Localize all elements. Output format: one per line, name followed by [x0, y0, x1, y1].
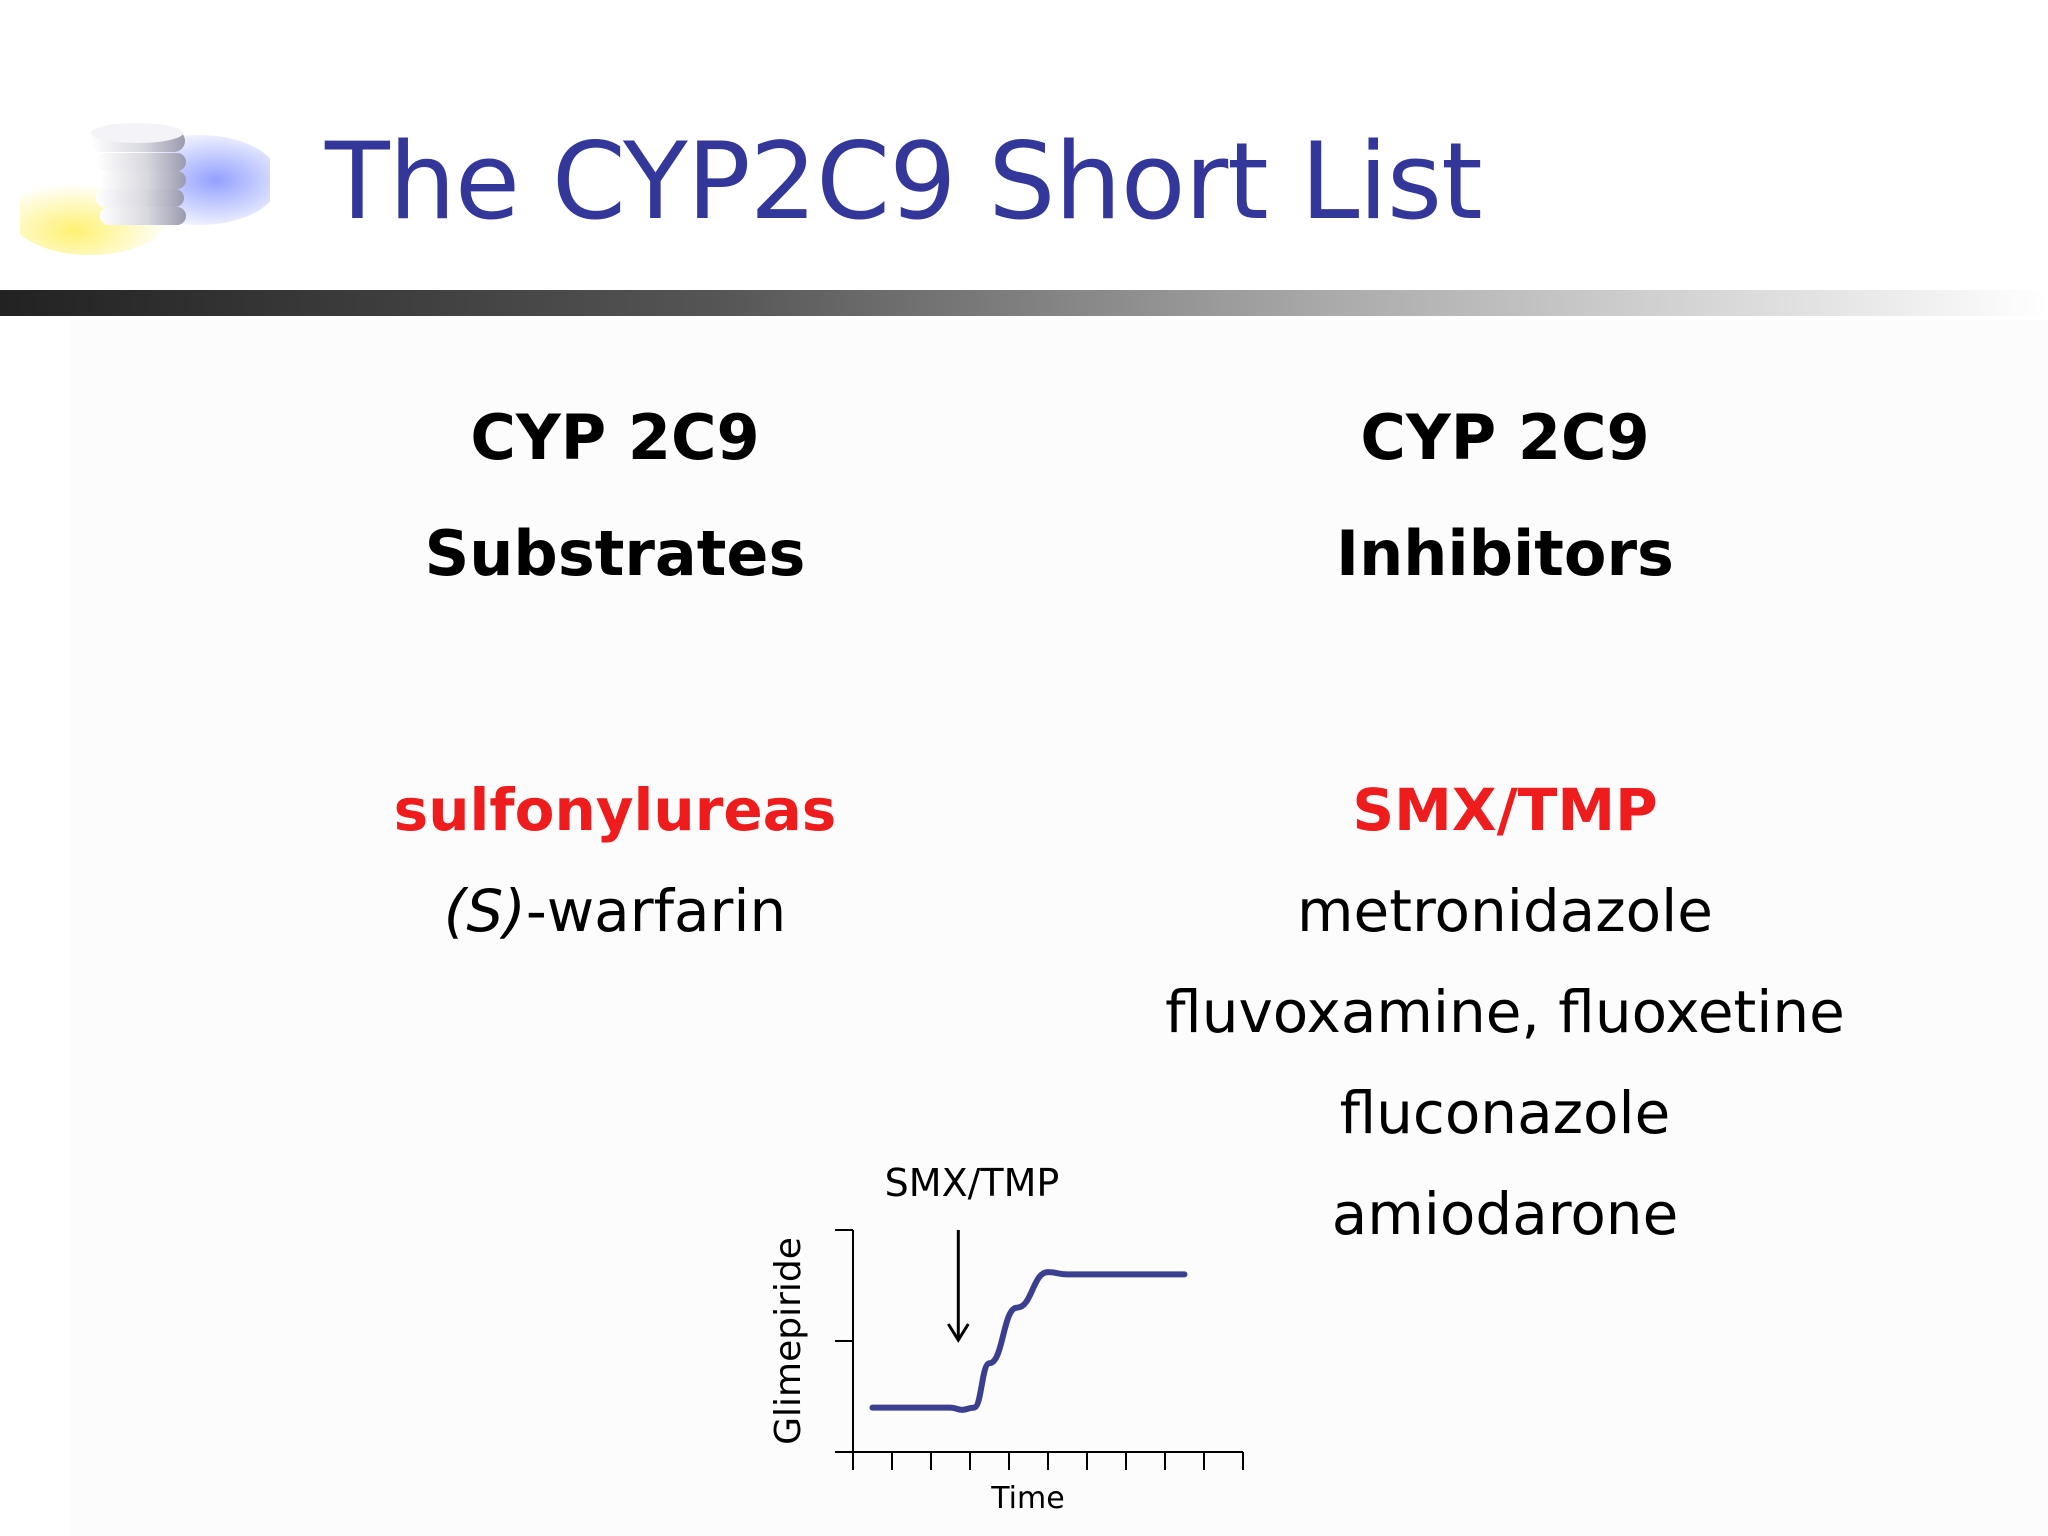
- chart-annotation-label: SMX/TMP: [885, 1161, 1060, 1205]
- inhibitors-heading-line1: CYP 2C9: [1360, 401, 1650, 474]
- substrates-heading-line2: Substrates: [424, 517, 806, 590]
- inhibitor-item: fluconazole: [1339, 1079, 1671, 1147]
- inhibitors-heading: CYP 2C9 Inhibitors: [1055, 380, 1955, 612]
- chart-annotation-arrowhead: [947, 1323, 970, 1343]
- substrate-item-name: -warfarin: [525, 877, 787, 945]
- inhibitor-item: fluvoxamine, fluoxetine: [1165, 978, 1845, 1046]
- chart-series-line: [869, 1269, 1188, 1413]
- slide-title: The CYP2C9 Short List: [325, 120, 1483, 243]
- substrate-item-prefix: (S): [443, 877, 526, 945]
- inhibitors-heading-line2: Inhibitors: [1336, 517, 1674, 590]
- pill-stack-logo: [20, 123, 270, 255]
- chart-x-label: Time: [990, 1481, 1064, 1516]
- slide-background: [70, 320, 2048, 1536]
- inhibitors-list: SMX/TMP metronidazole fluvoxamine, fluox…: [1055, 760, 1955, 1265]
- inhibitor-item: SMX/TMP: [1352, 776, 1658, 844]
- inhibitor-item: amiodarone: [1331, 1180, 1679, 1248]
- glimepiride-chart: SMX/TMP Time Glimepiride: [768, 1161, 1244, 1516]
- substrates-heading: CYP 2C9 Substrates: [165, 380, 1065, 612]
- substrates-list: sulfonylureas (S)-warfarin: [165, 760, 1065, 962]
- substrates-heading-line1: CYP 2C9: [470, 401, 760, 474]
- title-divider: [0, 290, 2048, 316]
- chart-y-label: Glimepiride: [768, 1237, 809, 1445]
- substrate-item: sulfonylureas: [393, 776, 837, 844]
- substrate-item: (S)-warfarin: [165, 861, 1065, 962]
- inhibitor-item: metronidazole: [1297, 877, 1713, 945]
